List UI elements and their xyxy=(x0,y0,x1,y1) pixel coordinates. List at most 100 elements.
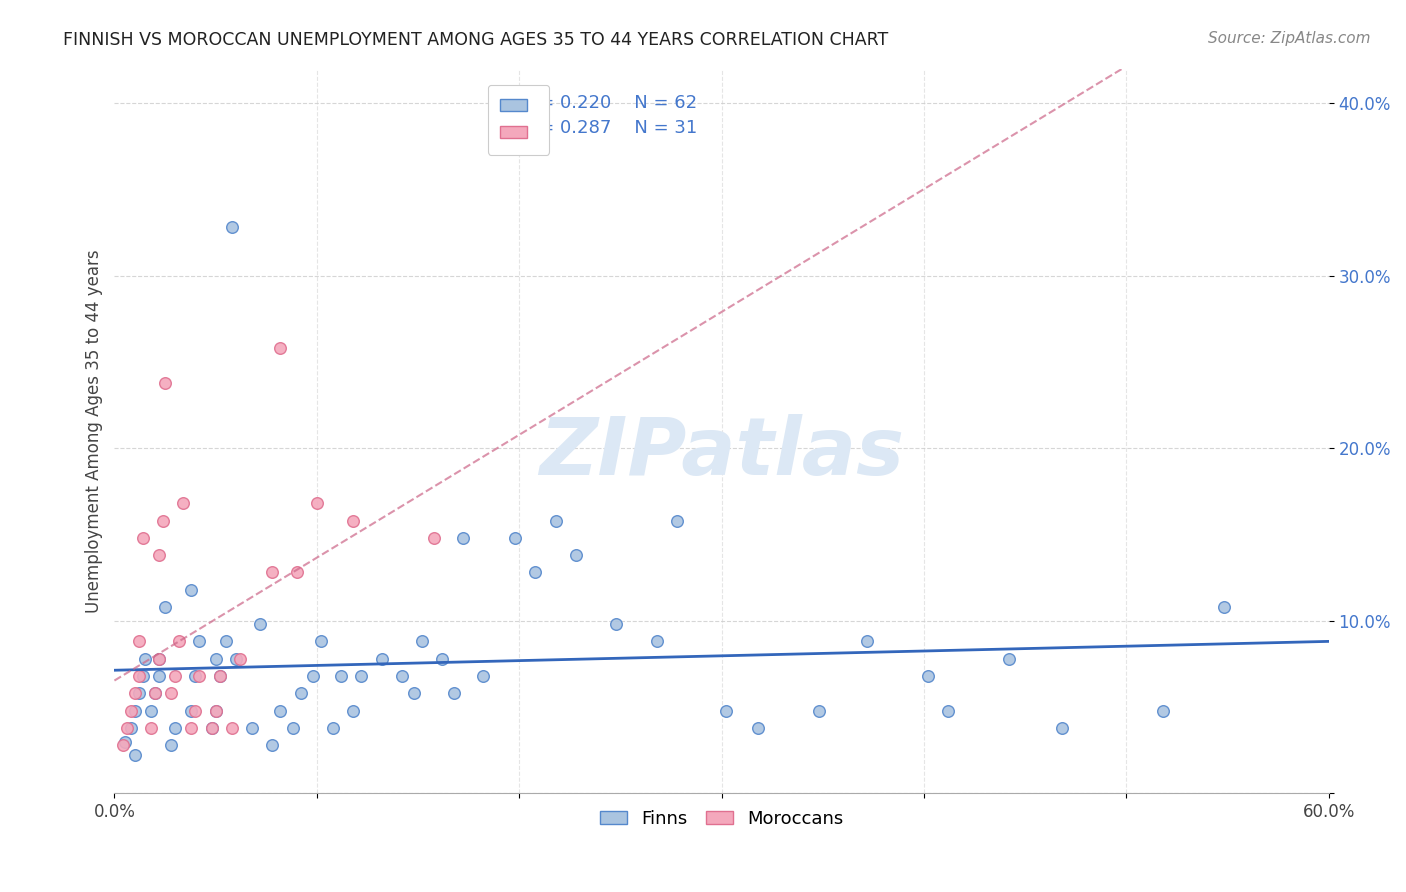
Point xyxy=(503,531,526,545)
Point xyxy=(139,704,162,718)
Point xyxy=(114,734,136,748)
Point xyxy=(160,738,183,752)
Point xyxy=(167,634,190,648)
Point xyxy=(350,669,373,683)
Point xyxy=(402,686,425,700)
Point xyxy=(269,704,291,718)
Point xyxy=(285,566,308,580)
Point xyxy=(249,617,271,632)
Point xyxy=(370,651,392,665)
Point xyxy=(148,548,170,562)
Point xyxy=(124,748,146,763)
Point xyxy=(221,220,243,235)
Point xyxy=(330,669,353,683)
Point xyxy=(451,531,474,545)
Point xyxy=(747,721,769,735)
Point xyxy=(342,704,364,718)
Point xyxy=(301,669,323,683)
Point xyxy=(208,669,231,683)
Point xyxy=(124,686,146,700)
Point xyxy=(423,531,446,545)
Text: ZIPatlas: ZIPatlas xyxy=(538,414,904,491)
Point xyxy=(180,582,202,597)
Point xyxy=(120,721,142,735)
Y-axis label: Unemployment Among Ages 35 to 44 years: Unemployment Among Ages 35 to 44 years xyxy=(86,249,103,613)
Point xyxy=(391,669,413,683)
Text: R = 0.287    N = 31: R = 0.287 N = 31 xyxy=(522,120,697,137)
Point xyxy=(305,496,328,510)
Point xyxy=(153,599,176,614)
Point xyxy=(269,341,291,355)
Point xyxy=(666,514,689,528)
Point xyxy=(1050,721,1073,735)
Point xyxy=(208,669,231,683)
Point xyxy=(544,514,567,528)
Text: Source: ZipAtlas.com: Source: ZipAtlas.com xyxy=(1208,31,1371,46)
Point xyxy=(524,566,547,580)
Point xyxy=(124,704,146,718)
Point xyxy=(180,704,202,718)
Point xyxy=(322,721,344,735)
Point xyxy=(1212,599,1234,614)
Point xyxy=(165,721,187,735)
Point xyxy=(998,651,1021,665)
Point xyxy=(132,531,155,545)
Point xyxy=(204,704,226,718)
Point xyxy=(148,651,170,665)
Point xyxy=(605,617,627,632)
Point xyxy=(281,721,304,735)
Point xyxy=(188,669,211,683)
Point xyxy=(215,634,238,648)
Point xyxy=(917,669,939,683)
Point xyxy=(188,634,211,648)
Point xyxy=(184,704,207,718)
Point xyxy=(148,651,170,665)
Legend: Finns, Moroccans: Finns, Moroccans xyxy=(592,803,851,835)
Point xyxy=(229,651,252,665)
Point xyxy=(262,738,284,752)
Point xyxy=(204,651,226,665)
Point xyxy=(128,634,150,648)
Point xyxy=(200,721,222,735)
Point xyxy=(856,634,879,648)
Text: FINNISH VS MOROCCAN UNEMPLOYMENT AMONG AGES 35 TO 44 YEARS CORRELATION CHART: FINNISH VS MOROCCAN UNEMPLOYMENT AMONG A… xyxy=(63,31,889,49)
Point xyxy=(565,548,588,562)
Point xyxy=(432,651,454,665)
Point xyxy=(143,686,166,700)
Point xyxy=(342,514,364,528)
Point xyxy=(132,669,155,683)
Point xyxy=(128,669,150,683)
Point xyxy=(134,651,156,665)
Point xyxy=(180,721,202,735)
Point xyxy=(309,634,332,648)
Point xyxy=(139,721,162,735)
Point xyxy=(128,686,150,700)
Point xyxy=(143,686,166,700)
Point xyxy=(153,376,176,390)
Point xyxy=(184,669,207,683)
Point xyxy=(225,651,247,665)
Point xyxy=(645,634,668,648)
Point xyxy=(807,704,830,718)
Point xyxy=(714,704,737,718)
Point xyxy=(290,686,312,700)
Point xyxy=(1152,704,1174,718)
Point xyxy=(262,566,284,580)
Point xyxy=(204,704,226,718)
Point xyxy=(936,704,959,718)
Point xyxy=(115,721,138,735)
Point xyxy=(152,514,174,528)
Point xyxy=(411,634,433,648)
Point xyxy=(471,669,494,683)
Point xyxy=(221,721,243,735)
Point xyxy=(443,686,465,700)
Point xyxy=(200,721,222,735)
Point xyxy=(120,704,142,718)
Point xyxy=(240,721,263,735)
Point xyxy=(172,496,194,510)
Text: R = 0.220    N = 62: R = 0.220 N = 62 xyxy=(522,94,697,112)
Point xyxy=(111,738,134,752)
Point xyxy=(148,669,170,683)
Point xyxy=(165,669,187,683)
Point xyxy=(160,686,183,700)
